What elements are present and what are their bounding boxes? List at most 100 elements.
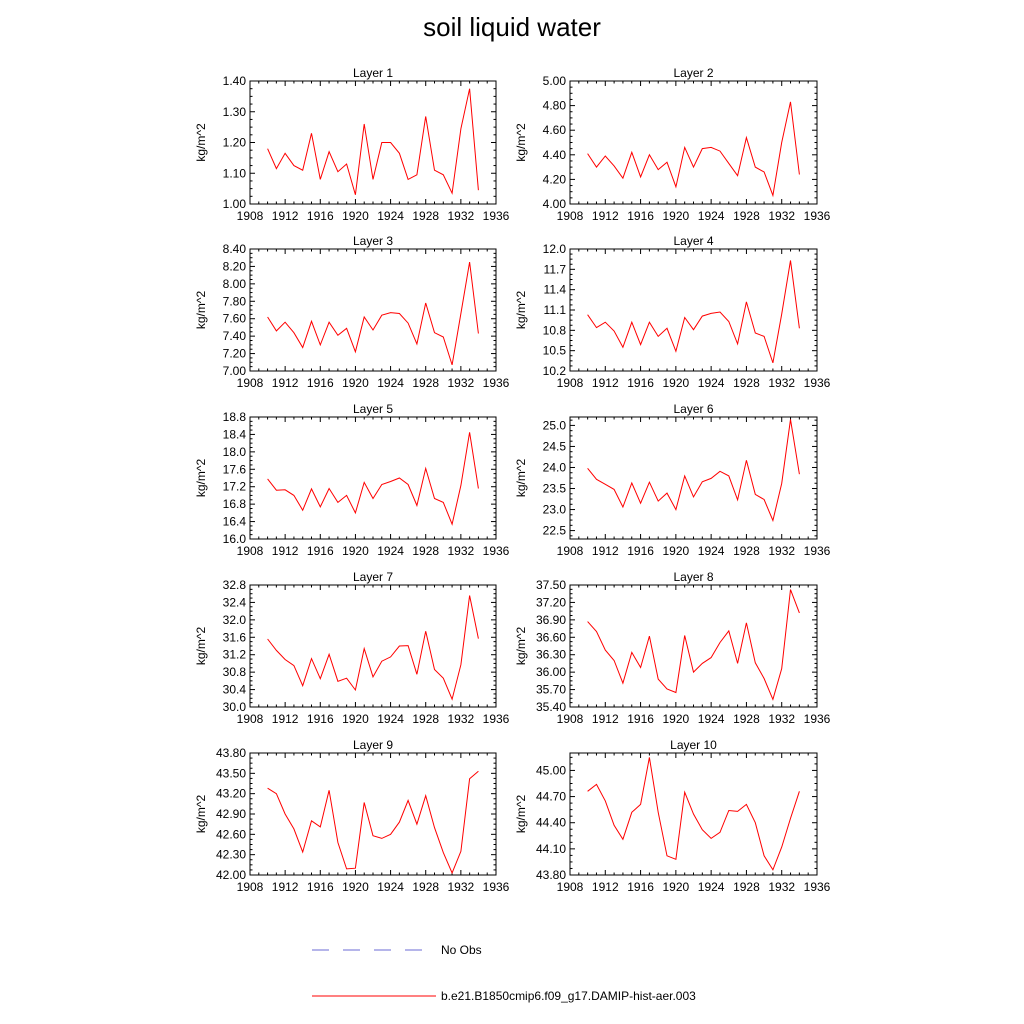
y-tick-label: 35.70 — [536, 683, 566, 697]
y-tick-label: 18.0 — [223, 445, 247, 459]
chart-title: soil liquid water — [423, 12, 601, 42]
y-tick-label: 45.00 — [536, 763, 566, 777]
x-tick-label: 1936 — [804, 544, 831, 558]
y-tick-label: 5.00 — [543, 74, 567, 88]
panel-layer-6: 1908 1912 1916 1920 1924 1928 1932 1936 22.5 23.0… — [514, 402, 831, 558]
panel-title: Layer 8 — [673, 570, 713, 584]
x-tick-label: 1936 — [804, 209, 831, 223]
y-tick-label: 43.50 — [216, 766, 246, 780]
x-tick-label: 1928 — [733, 880, 760, 894]
x-tick-label: 1908 — [557, 376, 584, 390]
panel-title: Layer 10 — [670, 738, 717, 752]
x-tick-label: 1908 — [557, 209, 584, 223]
plot-frame — [569, 416, 818, 540]
x-tick-label: 1920 — [663, 544, 690, 558]
y-tick-label: 36.30 — [536, 648, 566, 662]
x-tick-label: 1932 — [448, 544, 475, 558]
plot-frame — [569, 584, 818, 708]
y-axis-label: kg/m^2 — [194, 291, 208, 330]
x-tick-label: 1936 — [804, 880, 831, 894]
plot-frame — [249, 248, 497, 372]
x-tick-label: 1912 — [592, 544, 619, 558]
x-tick-label: 1928 — [733, 712, 760, 726]
x-tick-label: 1936 — [804, 376, 831, 390]
x-tick-label: 1932 — [768, 880, 795, 894]
y-tick-label: 30.0 — [223, 700, 247, 714]
y-tick-label: 8.00 — [223, 277, 247, 291]
y-tick-label: 44.40 — [536, 816, 566, 830]
x-tick-label: 1932 — [448, 209, 475, 223]
y-tick-label: 36.60 — [536, 630, 566, 644]
y-tick-label: 10.5 — [543, 344, 567, 358]
x-tick-label: 1928 — [733, 376, 760, 390]
x-tick-label: 1916 — [627, 880, 654, 894]
x-tick-label: 1916 — [307, 209, 334, 223]
legend: No Obs b.e21.B1850cmip6.f09_g17.DAMIP-his… — [312, 943, 696, 1003]
x-tick-label: 1932 — [768, 376, 795, 390]
x-tick-label: 1928 — [412, 712, 439, 726]
y-axis-label: kg/m^2 — [514, 291, 528, 330]
legend-obs-label: No Obs — [441, 943, 482, 957]
y-tick-label: 24.0 — [543, 460, 567, 474]
y-tick-label: 1.30 — [223, 105, 247, 119]
y-tick-label: 31.6 — [223, 630, 247, 644]
x-tick-label: 1916 — [627, 544, 654, 558]
panel-layer-1: 1908 1912 1916 1920 1924 1928 1932 1936 1.00 1.10… — [194, 66, 510, 223]
y-tick-label: 25.0 — [543, 418, 567, 432]
plot-frame — [569, 248, 818, 372]
x-tick-label: 1924 — [377, 209, 404, 223]
x-tick-label: 1916 — [307, 376, 334, 390]
x-tick-label: 1920 — [342, 544, 369, 558]
x-tick-label: 1924 — [698, 209, 725, 223]
x-tick-label: 1908 — [557, 880, 584, 894]
y-tick-label: 7.80 — [223, 294, 247, 308]
y-tick-label: 7.40 — [223, 329, 247, 343]
x-tick-label: 1932 — [768, 209, 795, 223]
x-tick-label: 1920 — [663, 880, 690, 894]
x-tick-label: 1932 — [448, 712, 475, 726]
y-tick-label: 42.00 — [216, 868, 246, 882]
panel-title: Layer 4 — [673, 234, 713, 248]
y-tick-label: 36.00 — [536, 665, 566, 679]
y-axis-label: kg/m^2 — [514, 459, 528, 498]
y-tick-label: 8.20 — [223, 259, 247, 273]
panel-layer-3: 1908 1912 1916 1920 1924 1928 1932 1936 7.00 7.20… — [194, 234, 510, 390]
x-tick-label: 1920 — [663, 209, 690, 223]
panel-layer-9: 1908 1912 1916 1920 1924 1928 1932 1936 42.00 42.… — [194, 738, 510, 894]
x-tick-label: 1936 — [483, 544, 510, 558]
x-tick-label: 1920 — [342, 376, 369, 390]
y-tick-label: 31.2 — [223, 648, 247, 662]
x-tick-label: 1912 — [592, 376, 619, 390]
x-tick-label: 1936 — [804, 712, 831, 726]
x-tick-label: 1908 — [237, 209, 264, 223]
y-tick-label: 1.00 — [223, 197, 247, 211]
x-tick-label: 1932 — [448, 880, 475, 894]
y-tick-label: 36.90 — [536, 613, 566, 627]
x-tick-label: 1936 — [483, 712, 510, 726]
x-tick-label: 1924 — [698, 880, 725, 894]
panel-title: Layer 5 — [353, 402, 393, 416]
x-tick-label: 1920 — [342, 209, 369, 223]
y-tick-label: 10.2 — [543, 364, 567, 378]
y-tick-label: 35.40 — [536, 700, 566, 714]
series-line — [587, 757, 800, 871]
y-tick-label: 12.0 — [543, 242, 567, 256]
y-tick-label: 42.60 — [216, 827, 246, 841]
y-tick-label: 4.20 — [543, 172, 567, 186]
plot-frame — [249, 584, 497, 708]
y-tick-label: 7.00 — [223, 364, 247, 378]
x-tick-label: 1924 — [377, 544, 404, 558]
y-tick-label: 32.0 — [223, 613, 247, 627]
x-tick-label: 1916 — [307, 880, 334, 894]
y-tick-label: 4.80 — [543, 99, 567, 113]
x-tick-label: 1924 — [377, 376, 404, 390]
x-tick-label: 1908 — [237, 880, 264, 894]
x-tick-label: 1924 — [377, 880, 404, 894]
series-line — [267, 88, 479, 195]
series-line — [587, 589, 800, 701]
x-tick-label: 1916 — [307, 544, 334, 558]
y-tick-label: 16.8 — [223, 497, 247, 511]
x-tick-label: 1932 — [768, 544, 795, 558]
y-axis-label: kg/m^2 — [514, 627, 528, 666]
